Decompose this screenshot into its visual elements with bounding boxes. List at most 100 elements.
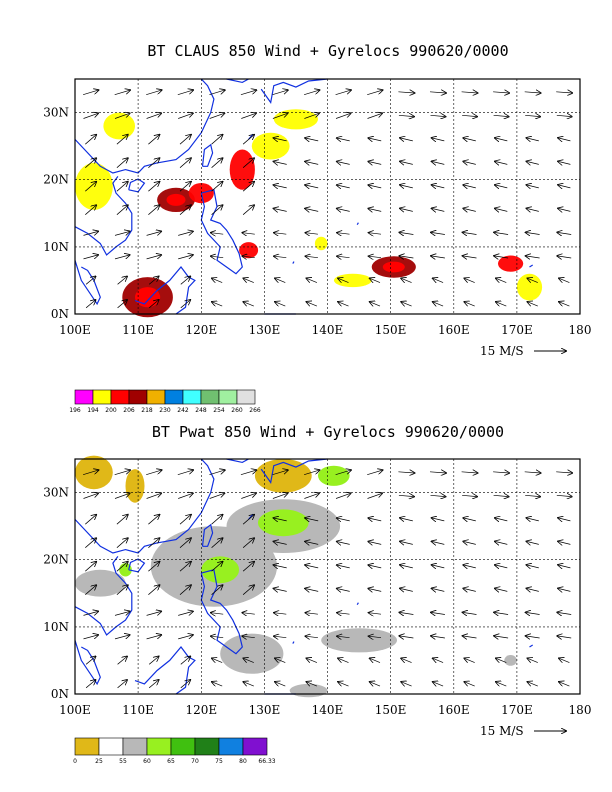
wind-vector: [463, 138, 476, 141]
wind-vector: [148, 277, 158, 285]
colorbar-swatch: [122, 737, 148, 756]
wind-vector: [524, 92, 541, 93]
wind-vector: [464, 278, 475, 282]
wind-vector: [179, 562, 191, 572]
wind-vector: [179, 585, 191, 595]
wind-vector: [559, 658, 570, 662]
wind-vector: [558, 138, 571, 141]
pwat-plot-frame: [74, 458, 581, 695]
wind-vector: [179, 135, 191, 145]
wind-vector: [146, 611, 162, 616]
wind-vector: [306, 233, 318, 235]
wind-vector: [557, 636, 572, 638]
coastline: [226, 458, 249, 464]
wind-vector: [305, 542, 319, 545]
wind-vector: [242, 613, 255, 615]
wind-vector: [242, 256, 255, 258]
wind-vector: [494, 256, 509, 258]
wind-vector: [305, 518, 319, 521]
wind-vector: [528, 682, 538, 686]
wind-vector: [242, 538, 254, 548]
colorbar-label: 254: [213, 407, 225, 414]
wind-vector: [431, 256, 445, 258]
wind-vector: [337, 162, 350, 165]
wind-vector: [243, 682, 254, 686]
claus-title: BT CLAUS 850 Wind + Gyrelocs 990620/0000: [147, 42, 508, 60]
wind-vector: [180, 657, 190, 665]
wind-vector: [272, 90, 288, 96]
wind-vector: [211, 233, 224, 235]
wind-vector: [401, 658, 412, 662]
coastline: [226, 78, 249, 84]
wind-vector: [146, 113, 162, 119]
wind-vector: [83, 635, 99, 640]
colorbar-label: 66.33: [258, 758, 275, 765]
wind-vector: [242, 135, 254, 145]
x-tick-label: 120E: [185, 323, 217, 337]
wind-vector: [463, 612, 477, 614]
colorbar-swatch: [182, 389, 202, 405]
wind-vector: [83, 231, 99, 236]
wind-vector: [401, 302, 412, 306]
wind-vector: [368, 518, 382, 521]
coastline: [201, 143, 214, 167]
coastline: [356, 602, 359, 606]
wind-vector: [493, 495, 509, 496]
wind-vector: [275, 658, 286, 662]
claus-shading: [75, 109, 543, 318]
wind-vector: [559, 302, 570, 306]
shaded-region: [504, 655, 517, 666]
wind-vector: [211, 182, 223, 192]
wind-vector: [368, 209, 382, 212]
wind-vector: [399, 636, 414, 638]
wind-vector: [116, 515, 128, 525]
wind-vector: [274, 636, 287, 638]
x-tick-label: 160E: [438, 703, 470, 717]
wind-vector: [527, 541, 539, 544]
colorbar-swatch: [128, 389, 148, 405]
wind-vector: [464, 682, 475, 686]
colorbar-swatch: [110, 389, 130, 405]
colorbar-label: 70: [191, 758, 199, 765]
wind-vector: [274, 518, 287, 521]
wind-vector: [399, 612, 414, 614]
wind-vector: [367, 493, 383, 499]
wind-vector: [367, 470, 382, 476]
wind-vector: [526, 612, 540, 614]
pwat-x-ticks: 100E 110E 120E 130E 140E 150E 160E 170E 180: [59, 703, 591, 717]
wind-vector: [242, 585, 254, 595]
wind-vector: [495, 185, 508, 188]
wind-vector: [148, 182, 159, 192]
wind-vector: [496, 682, 507, 686]
wind-vector: [495, 161, 508, 164]
wind-vector: [463, 161, 476, 164]
wind-vector: [337, 233, 350, 235]
wind-vector: [335, 493, 351, 499]
colorbar-swatch: [242, 737, 268, 756]
colorbar-label: 75: [215, 758, 223, 765]
wind-vector: [367, 90, 382, 96]
wind-vector: [116, 538, 128, 548]
shaded-region: [220, 633, 284, 674]
wind-vector: [464, 658, 475, 662]
coastline: [74, 458, 215, 554]
wind-vector: [148, 562, 159, 572]
wind-vector: [368, 589, 382, 592]
wind-vector: [305, 185, 319, 188]
pwat-colorbar: 0 25 55 60 65 70 75 80 66.33: [73, 737, 276, 765]
wind-vector: [494, 232, 509, 234]
x-tick-label: 170E: [501, 323, 533, 337]
wind-vector: [527, 518, 539, 521]
wind-vector: [212, 682, 223, 686]
wind-vector: [117, 680, 127, 689]
wind-vector: [85, 277, 95, 285]
wind-vector: [83, 255, 99, 260]
wind-vector: [117, 657, 127, 665]
wind-vector: [527, 588, 539, 591]
wind-vector: [525, 495, 540, 496]
wind-vector: [496, 658, 507, 662]
wind-vector: [495, 138, 508, 141]
wind-vector: [463, 518, 476, 521]
wind-vector: [274, 613, 287, 615]
wind-vector: [114, 231, 130, 236]
